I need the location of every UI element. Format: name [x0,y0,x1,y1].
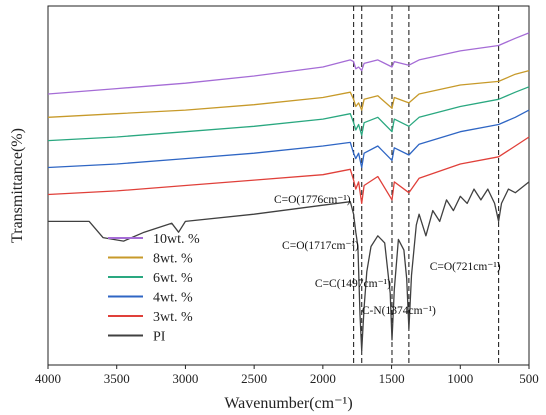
series-line-1 [47,69,530,118]
annotation-label: C=O(1776cm⁻¹) [274,194,351,206]
annotation-label: C=O(1717cm⁻¹) [282,240,359,252]
x-tick-label: 500 [519,371,539,386]
plot-frame [47,5,530,366]
annotation-label: C-N(1374cm⁻¹) [362,305,436,317]
x-tick-label: 4000 [35,371,61,386]
plot-area [47,5,530,366]
x-tick-label: 2000 [310,371,336,386]
x-axis-label: Wavenumber(cm⁻¹) [224,395,352,412]
legend-label: 10wt. % [153,232,200,247]
x-tick-label: 3000 [172,371,198,386]
annotation-label: C=O(721cm⁻¹) [430,261,501,273]
x-tick-label: 2500 [241,371,267,386]
legend-label: 8wt. % [153,252,193,267]
annotation-label: C=C(1497cm⁻¹) [315,278,391,290]
y-axis-label: Transmittance(%) [9,128,26,243]
series-line-5 [48,181,530,352]
series-lines [47,32,530,352]
legend-label: 3wt. % [153,310,193,325]
x-axis-ticks: 4000 3500 3000 2500 2000 1500 1000 500 [35,365,539,386]
legend-label: PI [153,330,166,345]
series-line-0 [47,32,530,95]
x-tick-label: 1500 [379,371,405,386]
x-tick-label: 1000 [447,371,473,386]
legend: 10wt. % 8wt. % 6wt. % 4wt. % 3wt. % PI [108,232,200,345]
series-line-2 [47,86,530,142]
legend-label: 6wt. % [153,271,193,286]
series-line-3 [47,109,530,169]
x-tick-label: 3500 [104,371,130,386]
series-line-4 [47,136,530,205]
peak-annotations: C=O(1776cm⁻¹) C=O(1717cm⁻¹) C=C(1497cm⁻¹) C… [274,194,501,317]
legend-label: 4wt. % [153,291,193,306]
